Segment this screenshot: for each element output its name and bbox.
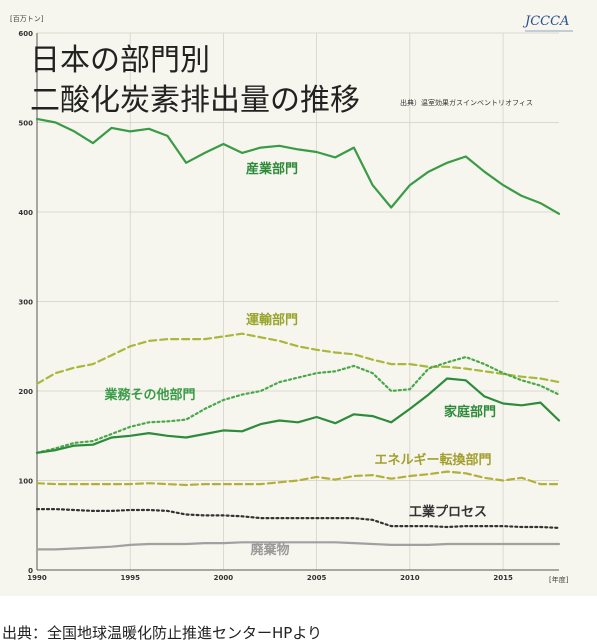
line-chart: 0 100 200 300 400 500 600 1990 1995 2000 2005 2010 2… xyxy=(10,15,569,584)
source-note: 出典）温室効果ガスインベントリオフィス xyxy=(400,98,533,107)
y-tick-label: 200 xyxy=(18,388,33,396)
series-label-4: 家庭部門 xyxy=(444,404,496,420)
series-line-7 xyxy=(35,541,561,551)
series-line-3 xyxy=(35,355,561,454)
y-tick-label: 500 xyxy=(18,120,33,128)
chart-panel: 0 100 200 300 400 500 600 1990 1995 2000 2005 2010 2… xyxy=(0,0,597,596)
series-line-5 xyxy=(35,470,561,487)
x-tick-label: 2010 xyxy=(400,574,420,582)
y-tick-label: 0 xyxy=(28,567,33,575)
x-tick-label: 2000 xyxy=(214,574,234,582)
y-tick-label: 300 xyxy=(18,299,33,307)
y-tick-label: 400 xyxy=(18,209,33,217)
series-label-5: エネルギー転換部門 xyxy=(374,452,491,468)
series-layer xyxy=(35,117,561,551)
series-line-6 xyxy=(35,508,561,530)
x-tick-label: 2005 xyxy=(307,574,327,582)
chart-title-line1: 日本の部門別 xyxy=(30,43,210,78)
y-unit-label: [百万トン] xyxy=(10,15,44,23)
jccca-logo: JCCCA xyxy=(522,14,573,32)
tick-layer: 0 100 200 300 400 500 600 1990 1995 2000 2005 2010 2… xyxy=(18,30,513,582)
series-label-3: 業務その他部門 xyxy=(103,387,195,403)
source-caption: 出典：全国地球温暖化防止推進センターHPより xyxy=(2,624,323,642)
series-label-6: 工業プロセス xyxy=(409,504,487,520)
y-tick-label: 100 xyxy=(18,478,33,486)
x-unit-label: [年度] xyxy=(549,575,569,584)
x-tick-label: 2015 xyxy=(493,574,513,582)
logo-text: JCCCA xyxy=(522,14,569,29)
series-label-1: 産業部門 xyxy=(246,161,298,177)
chart-title-line2: 二酸化炭素排出量の推移 xyxy=(30,83,360,118)
series-line-4 xyxy=(35,377,561,454)
series-line-2 xyxy=(35,332,561,385)
y-tick-label: 600 xyxy=(18,30,33,38)
series-line-1 xyxy=(35,117,561,215)
series-label-7: 廃棄物 xyxy=(249,542,289,558)
x-tick-label: 1990 xyxy=(27,574,47,582)
x-tick-label: 1995 xyxy=(120,574,140,582)
series-label-2: 運輸部門 xyxy=(246,312,298,328)
